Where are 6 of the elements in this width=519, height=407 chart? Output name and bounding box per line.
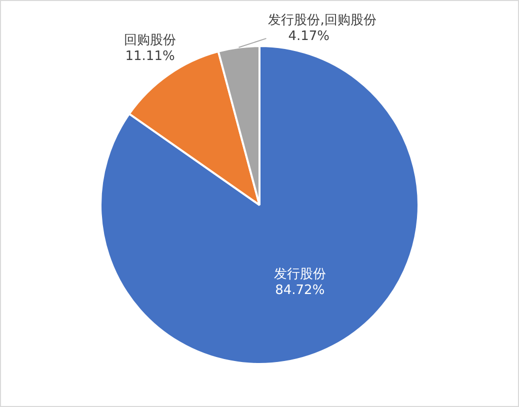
slice-label: 发行股份,回购股份 xyxy=(268,12,376,28)
data-label: 84.72% xyxy=(275,282,325,298)
slice-label: 发行股份 xyxy=(274,266,326,282)
slice-label: 回购股份 xyxy=(124,33,176,48)
data-label: 11.11% xyxy=(125,49,175,64)
data-label: 4.17% xyxy=(288,28,330,44)
